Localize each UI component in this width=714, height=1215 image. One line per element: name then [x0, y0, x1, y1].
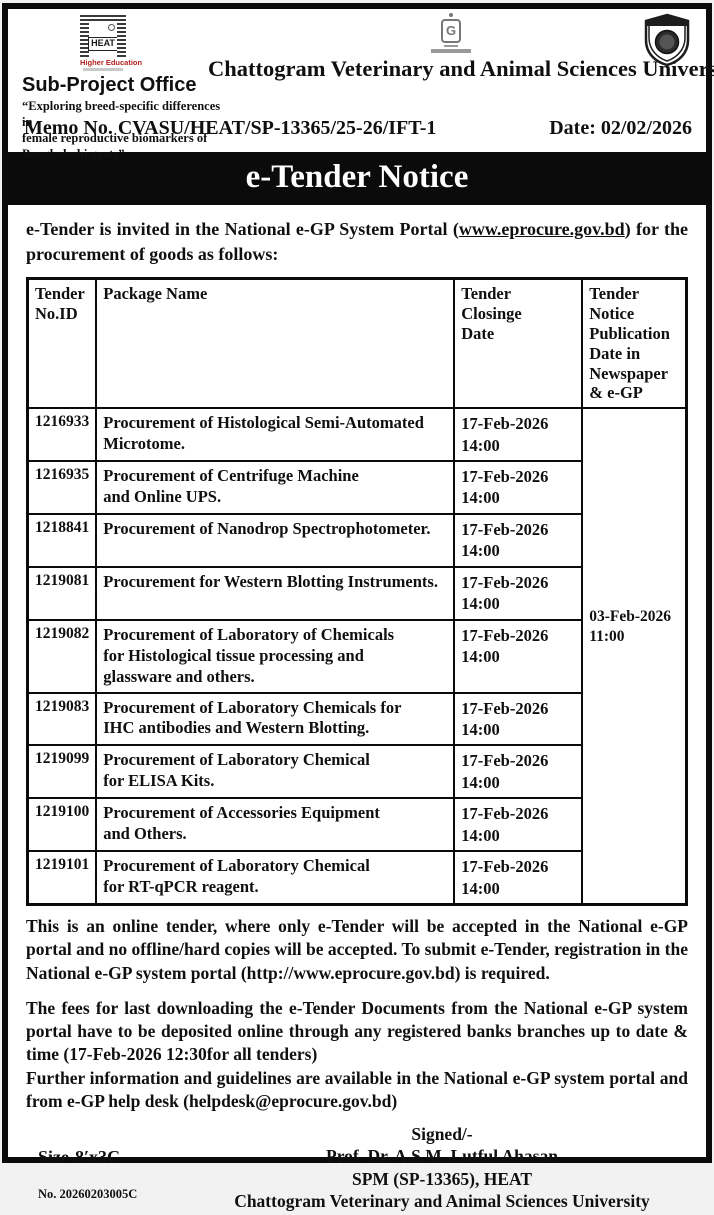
heat-logo-label: HEAT: [88, 37, 118, 51]
closing-date: 17-Feb-2026 14:00: [453, 744, 584, 800]
sub-project-quote: “Exploring breed-specific differences in…: [22, 99, 221, 161]
table-row: 1218841 Procurement of Nanodrop Spectrop…: [26, 512, 687, 568]
ugc-logo-monogram: G: [441, 19, 461, 43]
reference-number: No. 20260203005C: [38, 1187, 138, 1202]
tender-notice-page: HEAT Higher Education Sub-Project Office…: [2, 3, 714, 1211]
table-row: 1216935 Procurement of Centrifuge Machin…: [26, 460, 687, 515]
intro-paragraph: e-Tender is invited in the National e-GP…: [26, 217, 688, 267]
signature-area: Size-8′x3C No. 20260203005C Signed/- Pro…: [26, 1123, 688, 1215]
signatory-title: SPM (SP-13365), HEAT: [351, 1168, 533, 1189]
notice-body: e-Tender is invited in the National e-GP…: [8, 205, 706, 1215]
closing-date: 17-Feb-2026 14:00: [453, 565, 584, 621]
package-name: Procurement of Nanodrop Spectrophotomete…: [95, 512, 456, 568]
heat-logo-emblem: [108, 24, 115, 31]
tender-id: 1216933: [26, 407, 98, 463]
col-header-closing-date: Tender Closinge Date: [453, 277, 584, 410]
intro-text-before: e-Tender is invited in the National e-GP…: [26, 219, 459, 239]
table-row: 1219082 Procurement of Laboratory of Che…: [26, 618, 687, 694]
tender-id: 1219083: [26, 691, 98, 747]
table-row: 1219083 Procurement of Laboratory Chemic…: [26, 691, 687, 747]
table-row: 1219100 Procurement of Accessories Equip…: [26, 797, 687, 853]
signature-block: Signed/- Prof. Dr. A.S.M. Lutful Ahasan …: [196, 1123, 688, 1212]
closing-date: 17-Feb-2026 14:00: [453, 691, 584, 747]
closing-date: 17-Feb-2026 14:00: [453, 460, 584, 515]
heat-logo-stripe: [117, 15, 126, 57]
intro-text-after: ) for the procurement of goods as follow…: [26, 219, 688, 265]
ugc-logo-icon: G: [431, 13, 471, 53]
document-header: HEAT Higher Education Sub-Project Office…: [8, 9, 714, 161]
publication-date: 03-Feb-2026 11:00: [581, 407, 688, 906]
ugc-logo-dot: [449, 13, 453, 17]
tender-id: 1219082: [26, 618, 98, 694]
package-name: Procurement of Accessories Equipment and…: [95, 797, 456, 853]
tender-id: 1218841: [26, 512, 98, 568]
ugc-logo-caption-bars: [431, 45, 471, 53]
heat-logo-icon: HEAT Higher Education: [80, 15, 143, 71]
heat-logo-stripe: [89, 15, 117, 23]
package-name: Procurement of Centrifuge Machine and On…: [95, 460, 456, 515]
package-name: Procurement of Laboratory Chemical for E…: [95, 744, 456, 800]
heat-logo-box: HEAT: [80, 15, 126, 57]
closing-date: 17-Feb-2026 14:00: [453, 512, 584, 568]
sub-project-office-title: Sub-Project Office: [22, 74, 197, 96]
sub-project-block: HEAT Higher Education Sub-Project Office…: [22, 15, 222, 162]
tender-id: 1216935: [26, 460, 98, 515]
signed-label: Signed/-: [411, 1124, 473, 1145]
note-fees: The fees for last downloading the e-Tend…: [26, 997, 688, 1065]
eprocure-url: www.eprocure.gov.bd: [458, 219, 625, 239]
package-name: Procurement for Western Blotting Instrum…: [95, 565, 456, 621]
col-header-publication-date: Tender Notice Publication Date in Newspa…: [581, 277, 688, 410]
memo-row: Memo No. CVASU/HEAT/SP-13365/25-26/IFT-1…: [8, 113, 706, 140]
package-name: Procurement of Laboratory Chemical for R…: [95, 850, 456, 906]
table-row: 1219099 Procurement of Laboratory Chemic…: [26, 744, 687, 800]
table-row: 1219081 Procurement for Western Blotting…: [26, 565, 687, 621]
note-online-tender: This is an online tender, where only e-T…: [26, 916, 688, 983]
col-header-package-name: Package Name: [95, 277, 456, 410]
closing-date: 17-Feb-2026 14:00: [453, 407, 584, 463]
table-header-row: Tender No.ID Package Name Tender Closing…: [26, 277, 688, 410]
notice-title: e-Tender Notice: [245, 159, 469, 195]
memo-number: Memo No. CVASU/HEAT/SP-13365/25-26/IFT-1: [24, 117, 437, 139]
tender-table: Tender No.ID Package Name Tender Closing…: [26, 277, 688, 907]
closing-date: 17-Feb-2026 14:00: [453, 618, 584, 694]
heat-logo-subtext-bar: [83, 68, 123, 71]
university-name: Chattogram Veterinary and Animal Science…: [208, 56, 714, 81]
tender-id: 1219099: [26, 744, 98, 800]
university-crest-icon: [640, 12, 694, 73]
table-row: 1219101 Procurement of Laboratory Chemic…: [26, 850, 687, 906]
heat-logo-caption: Higher Education: [80, 58, 143, 67]
closing-date: 17-Feb-2026 14:00: [453, 850, 584, 906]
package-name: Procurement of Laboratory Chemicals for …: [95, 691, 456, 747]
notes-section: This is an online tender, where only e-T…: [26, 915, 688, 1113]
package-name: Procurement of Laboratory of Chemicals f…: [95, 618, 456, 694]
tender-id: 1219081: [26, 565, 98, 621]
note-further-info: Further information and guidelines are a…: [26, 1067, 688, 1111]
university-block: G Chattogram Veterinary and Animal Scien…: [208, 13, 714, 82]
signatory-name: Prof. Dr. A.S.M. Lutful Ahasan: [326, 1146, 558, 1167]
table-row: 1216933 Procurement of Histological Semi…: [26, 407, 688, 906]
signatory-organization: Chattogram Veterinary and Animal Science…: [234, 1190, 650, 1211]
notice-title-banner: e-Tender Notice: [2, 152, 712, 205]
closing-date: 17-Feb-2026 14:00: [453, 797, 584, 853]
print-size-label: Size-8′x3C: [38, 1147, 121, 1168]
tender-id: 1219101: [26, 850, 98, 906]
tender-id: 1219100: [26, 797, 98, 853]
heat-logo-stripe: [80, 15, 89, 57]
col-header-tender-id: Tender No.ID: [26, 277, 98, 410]
memo-date: Date: 02/02/2026: [549, 117, 692, 139]
package-name: Procurement of Histological Semi-Automat…: [95, 407, 456, 463]
